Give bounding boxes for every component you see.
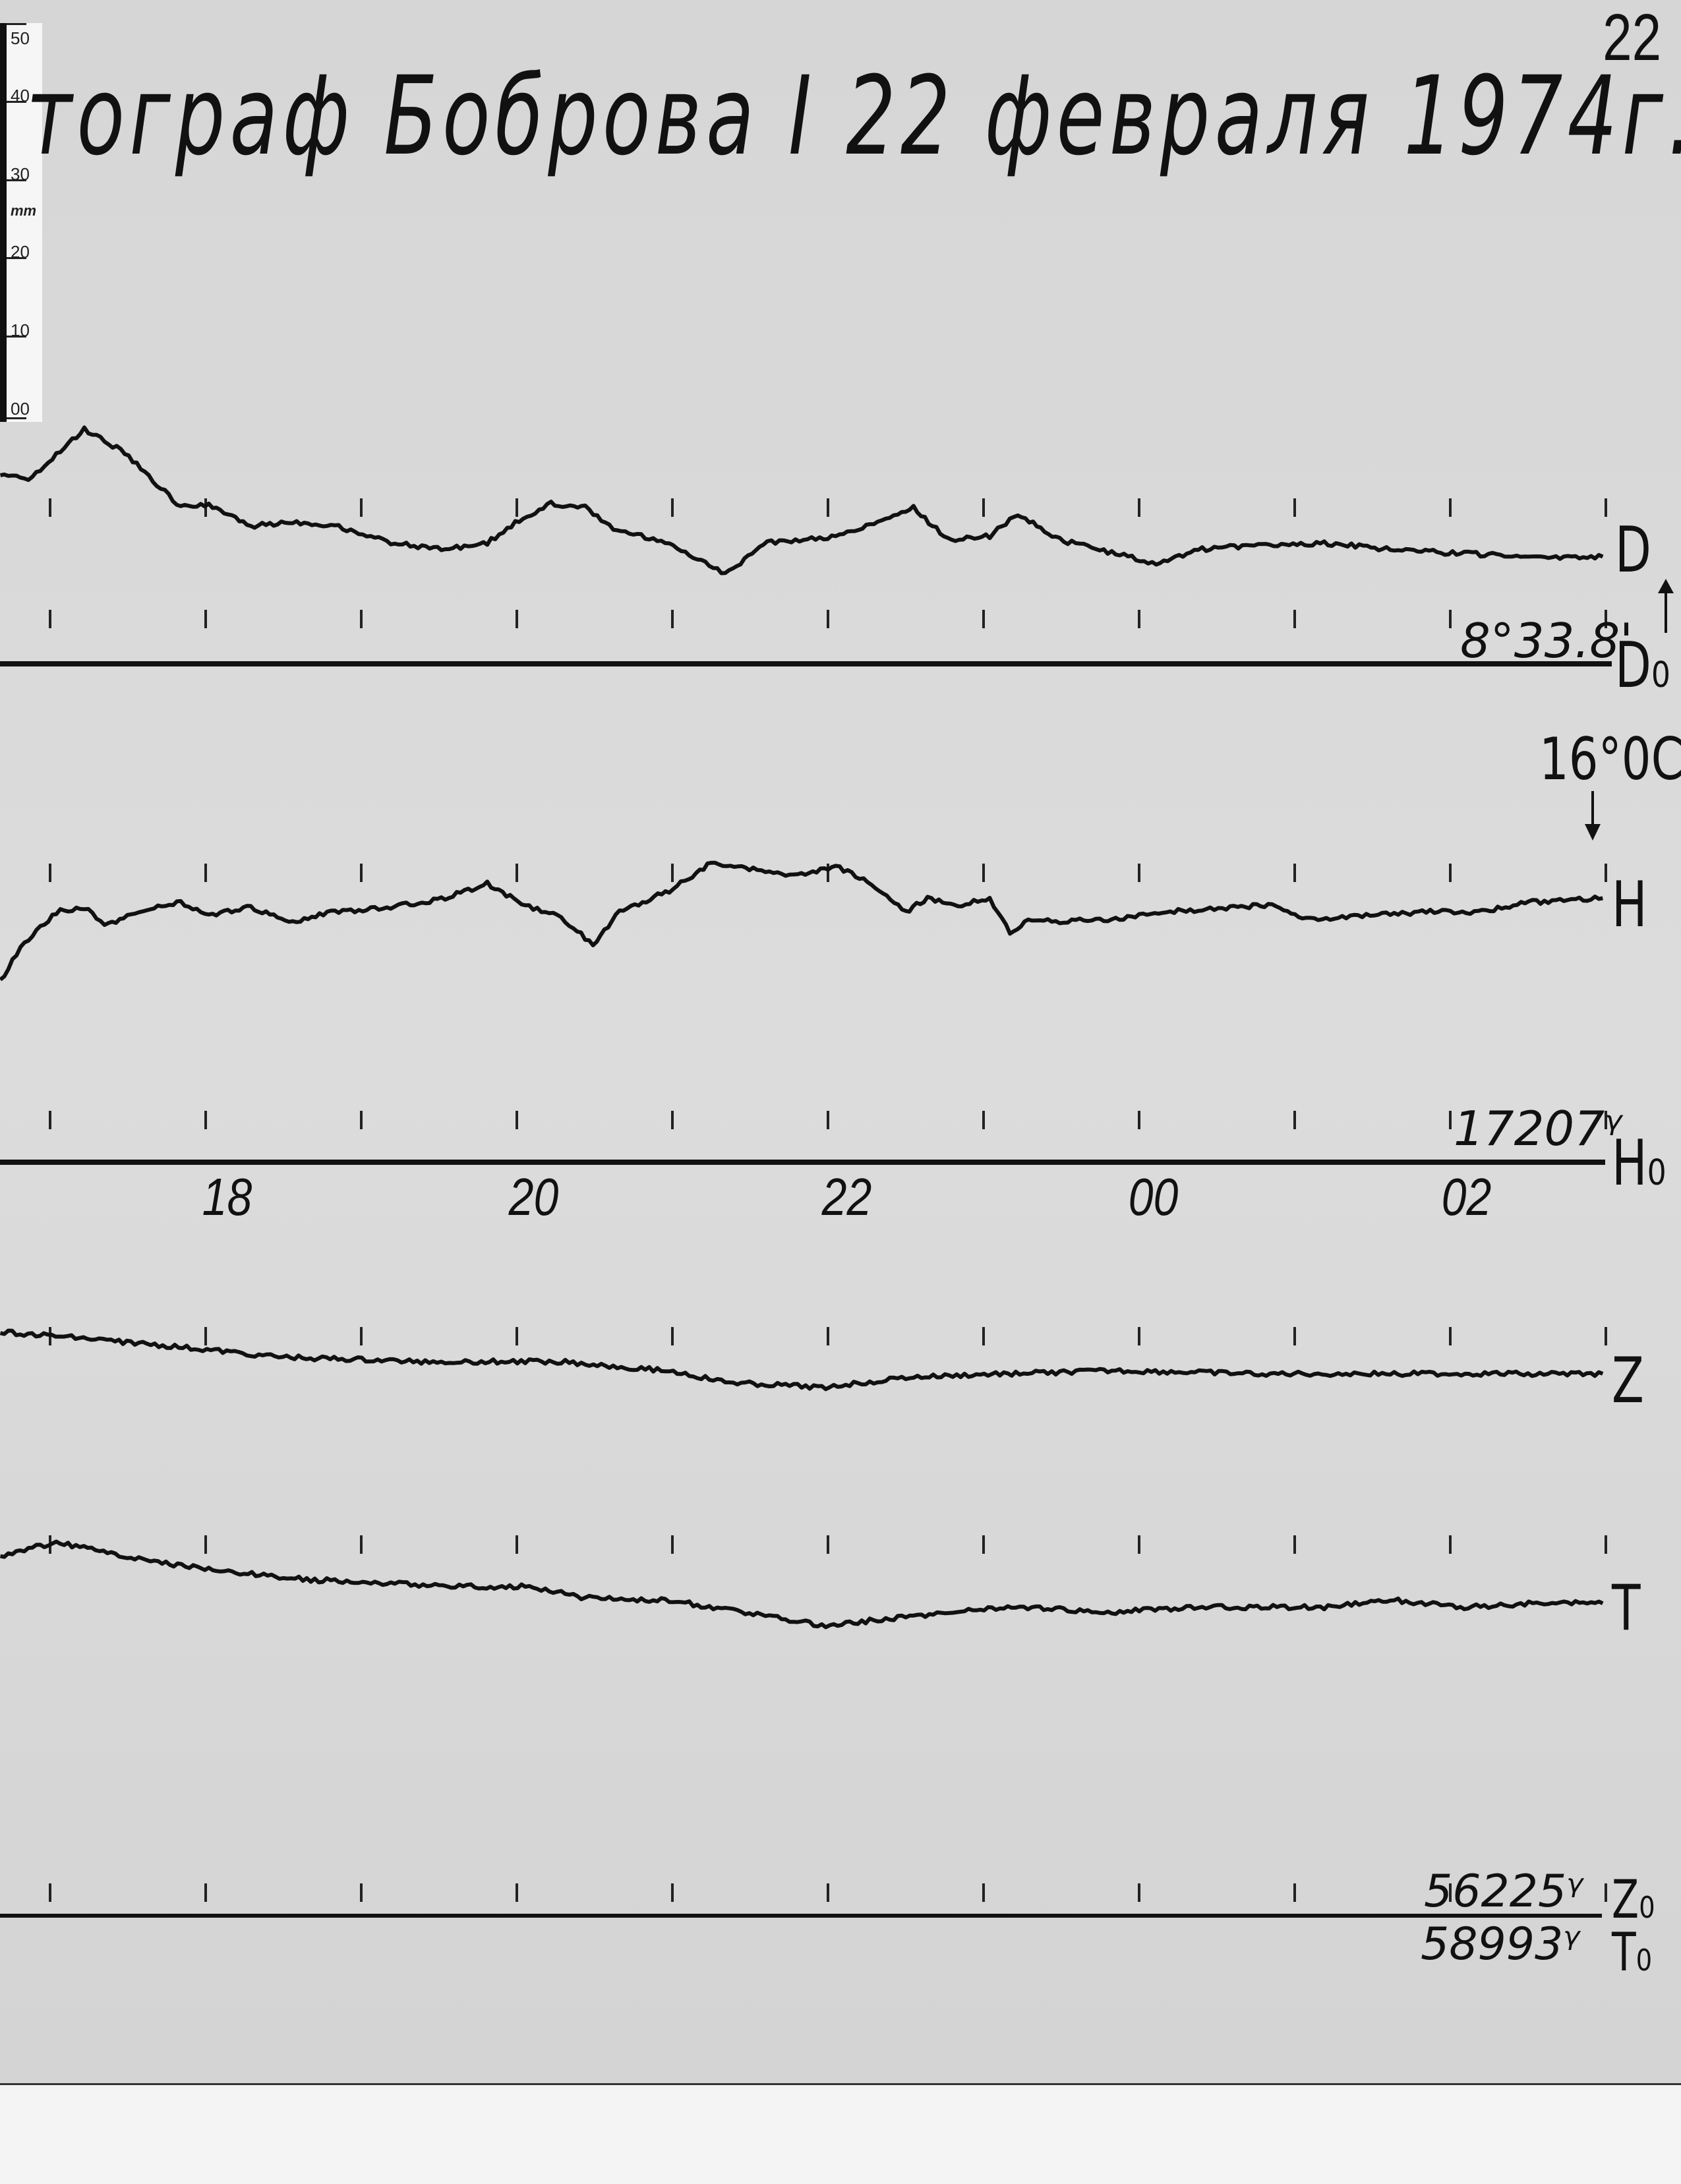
arrow-down-head-icon [1585,824,1601,841]
z0-label: Z₀ [1612,1869,1655,1930]
d0-label: D₀ [1615,630,1670,702]
hour-label-02: 02 [1441,1167,1492,1226]
arrow-down-icon [1591,791,1594,827]
arrow-up-icon [1665,587,1667,633]
hour-label-18: 18 [202,1167,252,1226]
h0-value: 17207ᵞ [1454,1101,1622,1156]
page-title: тограф Боброва I 22 февраля 1974г. [26,53,1681,179]
hour-label-20: 20 [508,1167,559,1226]
ruler-label: 30 [11,164,30,184]
d0-value: 8°33.8' [1460,613,1633,668]
page-number: 22 [1603,1,1662,74]
ruler-unit: mm [11,202,37,219]
h0-baseline [0,1160,1605,1165]
h0-label: H₀ [1612,1127,1666,1200]
h-trace-label: H [1612,869,1647,941]
ruler-label: 50 [11,28,30,48]
d-trace-label: D [1615,514,1651,587]
z0-value: 56225ᵞ [1424,1866,1583,1918]
trace-d [0,425,1604,576]
trace-t [0,1539,1604,1630]
mm-scale-ruler: 50 40 30 mm 20 10 00 [0,23,42,422]
scan-margin [0,2083,1681,2184]
trace-z [0,1328,1604,1392]
t0-value: 58993ᵞ [1421,1918,1580,1970]
ruler-label: 00 [11,399,30,419]
ruler-label: 20 [11,242,30,262]
z0-baseline [0,1914,1602,1918]
ruler-label: 10 [11,320,30,340]
z-trace-label: Z [1612,1345,1644,1417]
hour-label-00: 00 [1128,1167,1179,1226]
d0-baseline [0,661,1612,666]
t0-label: T₀ [1612,1922,1652,1983]
hour-label-22: 22 [821,1167,872,1226]
magnetogram-sheet [0,0,1681,2083]
t-trace-label: T [1612,1572,1641,1645]
temperature-note: 16°0C [1539,725,1681,793]
arrow-up-head-icon [1658,579,1674,593]
trace-h [0,860,1603,982]
ruler-label: 40 [11,86,30,105]
